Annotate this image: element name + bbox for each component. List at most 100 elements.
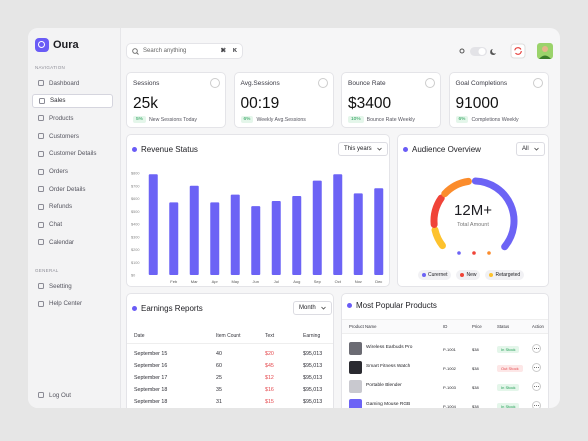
action-dot	[536, 405, 537, 406]
nav-icon	[38, 80, 44, 86]
sun-icon[interactable]	[459, 48, 465, 54]
section-title: NAVIGATION	[35, 65, 66, 70]
column-header: Date	[134, 333, 145, 339]
y-tick-label: $0	[131, 274, 135, 278]
stat-note: Completions Weekly	[471, 116, 519, 123]
bar	[312, 180, 322, 275]
legend-swatch	[489, 273, 494, 277]
title-dot	[132, 147, 137, 152]
change-pill: 6%	[240, 116, 254, 123]
section-title: GENERAL	[35, 268, 59, 273]
bar	[292, 195, 302, 275]
nav-item[interactable]: Customer Details	[32, 147, 113, 161]
gauge-caption: Total Amount	[457, 222, 489, 228]
title-dot	[132, 306, 137, 311]
action-button[interactable]	[532, 382, 541, 391]
divider	[127, 343, 333, 344]
refresh-button[interactable]	[510, 43, 526, 59]
bar	[210, 202, 220, 275]
header-controls	[459, 43, 553, 59]
period-dropdown[interactable]: This years	[338, 142, 388, 156]
bar	[374, 188, 384, 275]
x-tick-label: Oct	[335, 279, 342, 284]
search-box[interactable]: Search anything ⌘ K	[126, 43, 243, 59]
nav-item[interactable]: Order Details	[32, 182, 113, 196]
product-thumb	[349, 380, 362, 393]
products-card: Most Popular Products Product Name ID Pric…	[341, 293, 549, 408]
cell: September 17	[134, 375, 168, 381]
action-dot	[536, 386, 537, 387]
nav-item[interactable]: Dashboard	[32, 76, 113, 90]
column-header: Product Name	[349, 324, 377, 329]
logout[interactable]: Log Out	[32, 388, 113, 402]
product-price: $38	[472, 366, 479, 371]
bar	[271, 201, 281, 275]
header-band	[342, 319, 548, 334]
nav-icon	[38, 203, 44, 210]
nav-label: Refunds	[49, 203, 73, 211]
logo	[35, 38, 49, 52]
search-placeholder: Search anything	[143, 48, 187, 54]
cell: $15	[265, 399, 274, 405]
stat-icon	[425, 78, 435, 88]
cell: September 15	[134, 351, 168, 357]
x-tick-label: Feb	[170, 279, 178, 284]
product-id: P-1001	[443, 347, 456, 352]
nav-label: Log Out	[49, 391, 72, 399]
legend-item: Curernet	[418, 270, 452, 280]
nav-item[interactable]: Chat	[32, 218, 113, 232]
nav-icon	[38, 239, 44, 246]
pager-dot	[457, 251, 461, 255]
chevron	[376, 147, 382, 151]
x-tick-label: Nov	[355, 279, 362, 284]
audience-gauge	[430, 177, 518, 255]
change-pill: 5%	[133, 116, 146, 123]
card-title: Audience Overview	[412, 145, 481, 154]
brand: Oura	[53, 39, 79, 51]
nav-item[interactable]: Seetting	[32, 279, 113, 293]
nav-icon	[38, 186, 44, 193]
stat-card: Goal Completions 91000 6% Completions Weekl…	[448, 72, 549, 128]
y-tick-label: $800	[131, 172, 139, 176]
stat-footer: 5% New Sessions Today	[133, 116, 197, 123]
product-thumb	[349, 342, 362, 355]
stat-note: Bounce Rate Weekly	[366, 116, 415, 123]
card-title: Earnings Reports	[141, 304, 203, 313]
column-header: Text	[265, 333, 275, 339]
moon-icon[interactable]	[490, 49, 496, 55]
product-price: $38	[472, 404, 479, 408]
nav-item[interactable]: Products	[32, 111, 113, 125]
stat-note: New Sessions Today	[148, 116, 197, 123]
action-dot	[534, 386, 536, 387]
nav-item[interactable]: Customers	[32, 129, 113, 143]
product-name: Wireless Earbuds Pro	[366, 345, 413, 350]
nav-item[interactable]: Sales	[32, 93, 113, 108]
shortcut-key: K	[233, 48, 237, 54]
action-button[interactable]	[532, 401, 541, 408]
nav-item[interactable]: Help Center	[32, 297, 113, 311]
y-tick-label: $300	[131, 235, 139, 239]
x-tick-label: May	[231, 279, 239, 284]
cell: $95,013	[303, 399, 323, 405]
nav-item[interactable]: Calendar	[32, 235, 113, 249]
nav-icon	[38, 221, 44, 228]
nav-icon	[38, 150, 44, 157]
cell: September 18	[134, 387, 168, 393]
bar	[148, 174, 158, 275]
nav-item[interactable]: Orders	[32, 165, 113, 179]
product-thumb	[349, 361, 362, 374]
month-dropdown[interactable]: Month	[293, 301, 332, 315]
cell: $95,013	[303, 375, 323, 381]
audience-dropdown[interactable]: All	[516, 142, 545, 156]
y-tick-label: $700	[131, 184, 139, 188]
nav-item[interactable]: Refunds	[32, 200, 113, 214]
nav-icon	[38, 392, 44, 398]
action-button[interactable]	[532, 344, 541, 353]
action-dot	[534, 367, 536, 368]
action-button[interactable]	[532, 363, 541, 372]
bar	[333, 174, 343, 275]
nav-icon	[38, 133, 44, 140]
stat-label: Goal Completions	[455, 80, 508, 87]
cell: $12	[265, 375, 274, 381]
y-tick-label: $100	[131, 261, 139, 265]
